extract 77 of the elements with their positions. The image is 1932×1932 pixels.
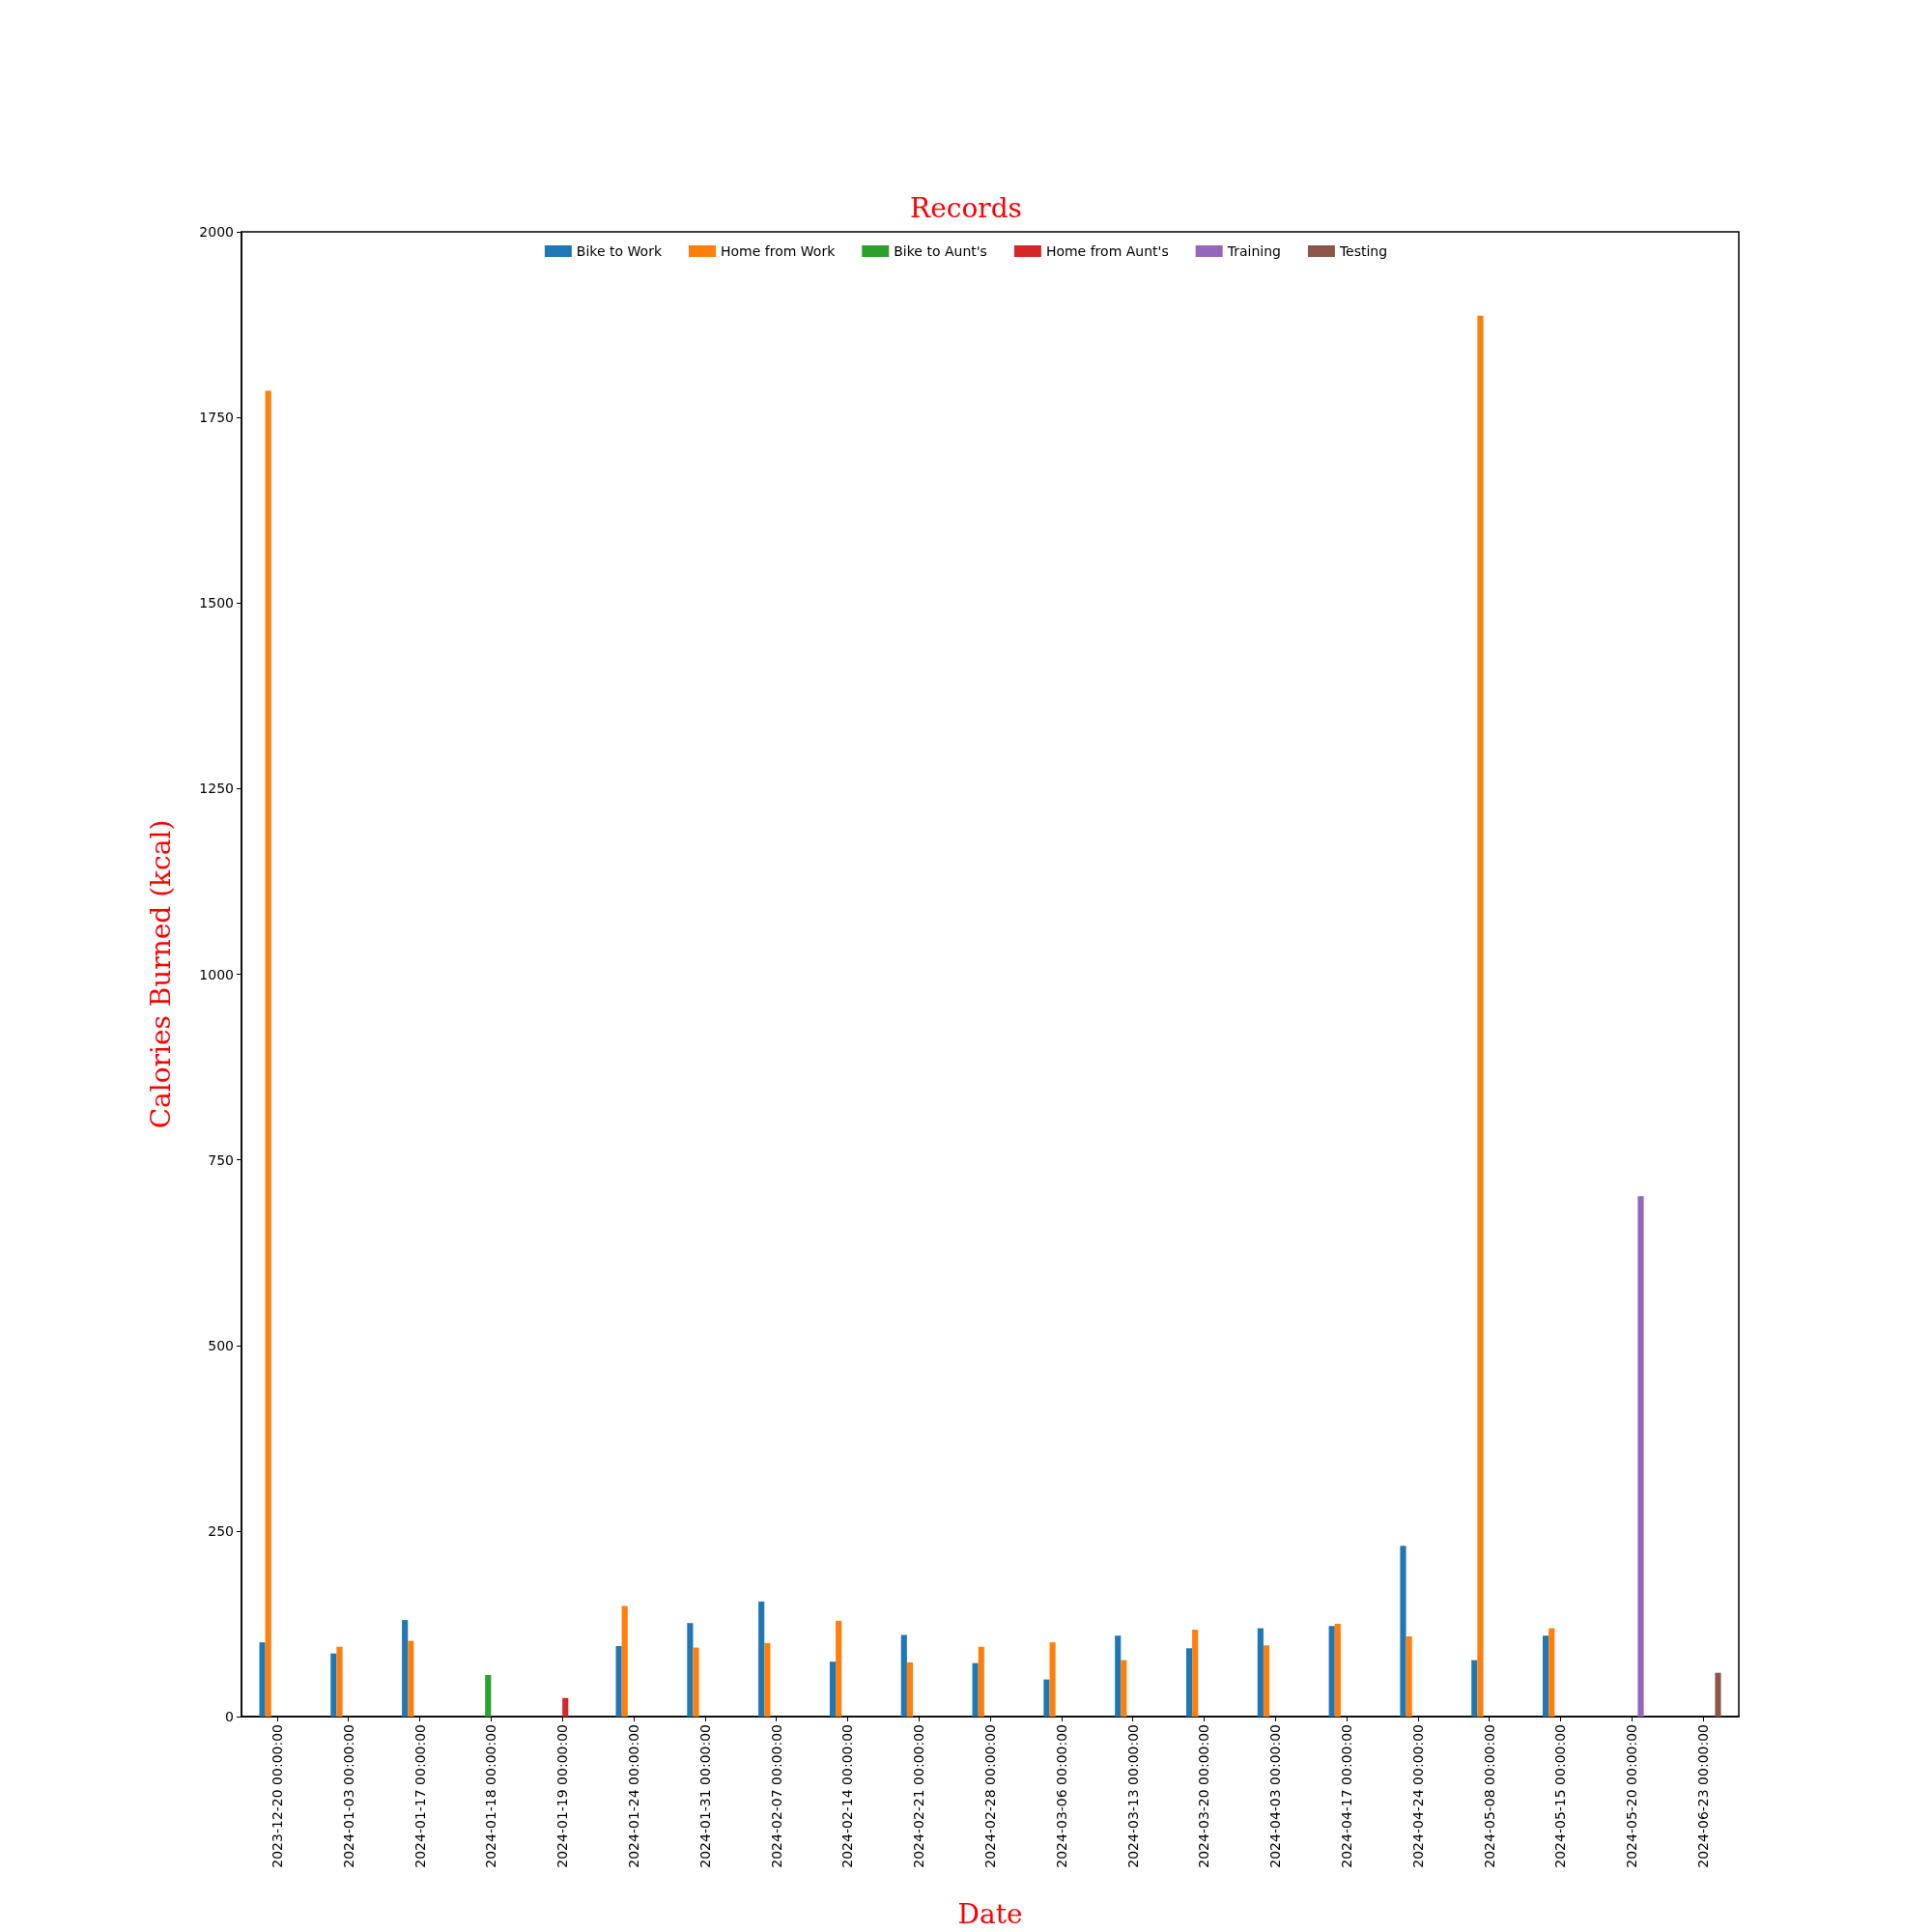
x-tick-label: 2024-01-17 00:00:00 — [412, 1724, 428, 1868]
x-tick-label: 2024-02-14 00:00:00 — [839, 1724, 856, 1868]
chart-title: Records — [910, 191, 1022, 224]
bar — [485, 1674, 492, 1717]
x-tick-label: 2024-02-28 00:00:00 — [982, 1724, 998, 1868]
bar — [1328, 1626, 1335, 1717]
bar — [408, 1640, 414, 1717]
x-tick-label: 2024-05-15 00:00:00 — [1552, 1724, 1569, 1868]
bar — [1115, 1635, 1122, 1717]
x-tick-label: 2023-12-20 00:00:00 — [269, 1724, 285, 1868]
legend-label: Bike to Work — [576, 243, 663, 259]
y-tick-label: 0 — [225, 1709, 234, 1724]
x-tick-label: 2024-05-08 00:00:00 — [1481, 1724, 1497, 1868]
y-tick-label: 1250 — [199, 781, 234, 797]
x-axis-title: Date — [957, 1897, 1023, 1930]
bar — [978, 1646, 984, 1717]
bar — [621, 1605, 628, 1717]
bar — [764, 1642, 771, 1717]
y-tick-label: 1500 — [199, 595, 234, 611]
bar — [1121, 1660, 1127, 1717]
y-axis-title: Calories Burned (kcal) — [144, 819, 177, 1129]
bar — [1543, 1635, 1549, 1717]
bar — [1043, 1679, 1050, 1717]
x-tick-label: 2024-03-20 00:00:00 — [1196, 1724, 1212, 1868]
x-tick-label: 2024-01-31 00:00:00 — [696, 1724, 713, 1868]
y-tick-label: 500 — [208, 1337, 234, 1353]
x-tick-label: 2024-02-21 00:00:00 — [911, 1724, 927, 1868]
bar — [1257, 1628, 1264, 1717]
bar — [1049, 1642, 1056, 1717]
bar — [265, 390, 271, 1717]
bar — [615, 1645, 622, 1717]
x-tick-label: 2024-06-23 00:00:00 — [1695, 1724, 1712, 1868]
bar — [336, 1646, 343, 1717]
bar — [1715, 1672, 1721, 1717]
legend-label: Bike to Aunt's — [894, 243, 987, 259]
bar — [1548, 1628, 1555, 1717]
bar — [1192, 1630, 1199, 1717]
bar — [758, 1601, 765, 1717]
bar — [402, 1620, 409, 1717]
legend-label: Home from Work — [720, 243, 837, 259]
x-tick-label: 2024-03-06 00:00:00 — [1053, 1724, 1069, 1868]
x-tick-label: 2024-04-17 00:00:00 — [1339, 1724, 1355, 1868]
bar — [562, 1697, 569, 1717]
bar — [1406, 1636, 1412, 1717]
y-tick-label: 1000 — [199, 966, 234, 982]
x-tick-label: 2024-02-07 00:00:00 — [768, 1724, 784, 1868]
bar — [972, 1662, 979, 1717]
x-tick-label: 2024-05-20 00:00:00 — [1624, 1724, 1640, 1868]
bar — [693, 1647, 699, 1717]
bar — [1477, 315, 1484, 1717]
y-tick-label: 750 — [208, 1151, 234, 1168]
bar — [900, 1634, 907, 1717]
bar — [1334, 1623, 1341, 1717]
bar — [1400, 1546, 1406, 1717]
x-tick-label: 2024-04-24 00:00:00 — [1409, 1724, 1426, 1868]
x-tick-label: 2024-04-03 00:00:00 — [1267, 1724, 1284, 1868]
bar — [1637, 1196, 1644, 1717]
y-tick-label: 2000 — [199, 224, 234, 240]
legend-label: Testing — [1338, 243, 1388, 259]
bar — [330, 1653, 337, 1717]
bar — [687, 1623, 694, 1717]
y-tick-label: 250 — [208, 1522, 234, 1539]
bar — [829, 1662, 837, 1717]
bar — [906, 1662, 914, 1717]
legend-label: Home from Aunt's — [1045, 243, 1169, 259]
bar — [259, 1642, 266, 1717]
x-tick-label: 2024-01-19 00:00:00 — [554, 1724, 571, 1868]
bar — [836, 1620, 842, 1717]
legend-label: Training — [1226, 243, 1281, 259]
x-tick-label: 2024-01-03 00:00:00 — [340, 1724, 356, 1868]
bar — [1263, 1645, 1270, 1717]
x-tick-label: 2024-03-13 00:00:00 — [1124, 1724, 1141, 1868]
bar — [1185, 1648, 1193, 1717]
x-tick-label: 2024-01-24 00:00:00 — [625, 1724, 641, 1868]
y-tick-label: 1750 — [199, 410, 234, 426]
x-tick-label: 2024-01-18 00:00:00 — [483, 1724, 499, 1868]
bar — [1471, 1660, 1478, 1717]
